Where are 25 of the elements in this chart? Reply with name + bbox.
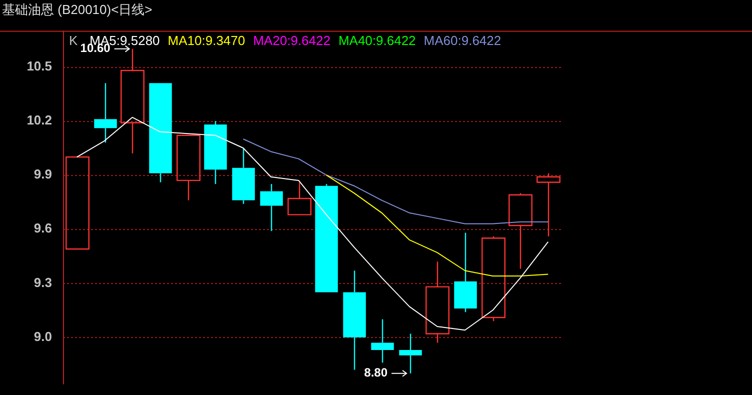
candlestick [508,192,532,270]
legend-label: MA20:9.6422 [253,32,330,48]
candlestick [454,232,477,313]
legend-label: MA40:9.6422 [338,32,416,48]
y-tick-label: 9.9 [34,166,52,182]
text: MA10:9.3470 [168,32,246,48]
candlestick [536,172,560,237]
candlestick [288,182,312,216]
y-tick-label: 10.5 [26,58,52,74]
y-tick-label: 9.0 [34,328,52,344]
y-tick-label: 9.3 [34,274,52,290]
candlestick [426,260,450,344]
candlestick [371,318,394,364]
y-tick-label: 9.6 [34,220,52,236]
candlestick [260,183,283,232]
legend-title: K [69,32,78,48]
candlestick [204,120,227,185]
candlestick [343,270,366,370]
text: MA60:9.6422 [424,32,502,48]
y-tick-label: 10.2 [26,112,52,128]
annotation: 8.80 [364,366,388,380]
candlestick [232,147,255,204]
chart-title: 基础油恩 (B20010)<日线> [1,1,154,19]
candlestick [176,134,200,201]
candlestick [94,82,117,144]
